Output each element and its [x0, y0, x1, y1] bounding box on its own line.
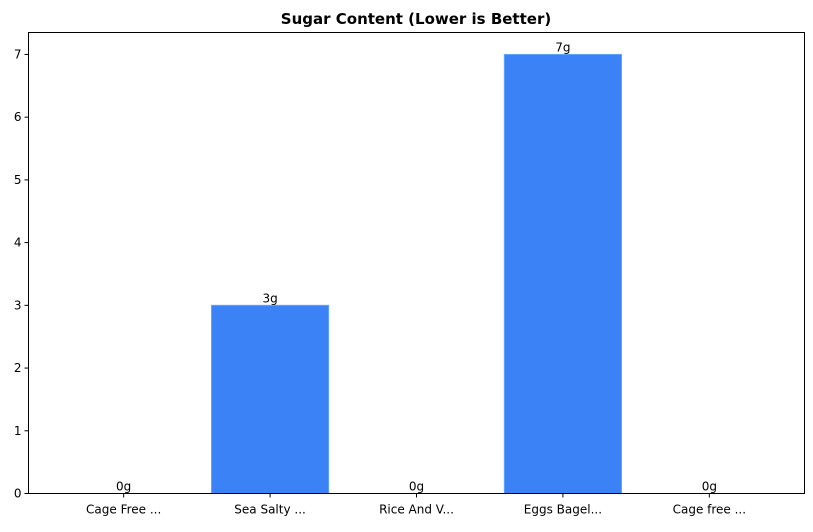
y-tick-label: 3: [14, 298, 22, 312]
x-tick-label: Cage free ...: [673, 503, 746, 517]
data-label: 0g: [702, 480, 717, 494]
plot-frame: [28, 32, 805, 494]
y-tick-label: 7: [14, 47, 22, 61]
x-tick-label: Sea Salty ...: [234, 503, 306, 517]
x-tick-label: Eggs Bagel...: [524, 503, 602, 517]
data-label: 0g: [409, 480, 424, 494]
y-tick-label: 1: [14, 424, 22, 438]
y-tick-label: 5: [14, 173, 22, 187]
y-tick-label: 6: [14, 110, 22, 124]
data-label: 0g: [116, 480, 131, 494]
data-label: 7g: [555, 40, 570, 54]
bar: [211, 304, 330, 494]
data-label: 3g: [262, 291, 277, 305]
bar: [503, 53, 622, 494]
x-tick-label: Rice And V...: [379, 503, 454, 517]
chart-title: Sugar Content (Lower is Better): [281, 10, 551, 28]
y-tick-label: 4: [14, 236, 22, 250]
y-tick-label: 2: [14, 361, 22, 375]
x-tick-label: Cage Free ...: [86, 503, 161, 517]
y-tick-label: 0: [14, 487, 22, 501]
